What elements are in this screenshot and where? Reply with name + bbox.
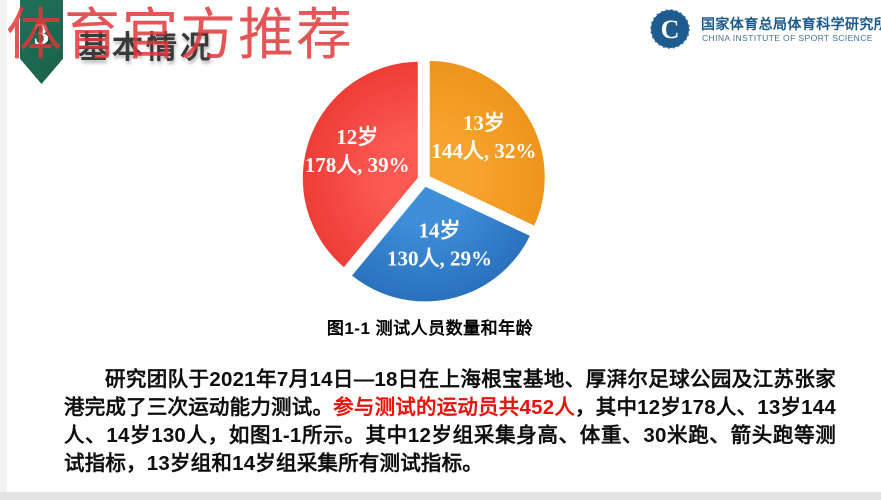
paragraph-text-start: 研究团队于2021年7月14日—18日在上海根宝基地、厚湃尔足球公园及江苏张家港… [64, 368, 836, 419]
section-number: 3 [33, 16, 50, 51]
paragraph-text-end: ，其中12岁178人、13岁144人、14岁130人，如图1-1所示。其中12岁… [64, 396, 836, 475]
bottom-edge-strip [0, 492, 881, 500]
body-paragraph: 研究团队于2021年7月14日—18日在上海根宝基地、厚湃尔足球公园及江苏张家港… [64, 366, 836, 478]
pie-slice-label: 178人, 39% [305, 153, 410, 177]
pie-chart: 13岁 144人, 32% 14岁 130人, 29% 12岁 178人, 39% [299, 57, 548, 305]
pie-slice-label: 144人, 32% [431, 139, 536, 163]
paragraph-highlight: 参与测试的运动员共452人 [333, 396, 576, 419]
pie-slice-label: 130人, 29% [387, 246, 492, 270]
pie-slice-2 [299, 58, 421, 271]
institute-logo-icon: C [650, 9, 690, 49]
figure-caption: 图1-1 测试人员数量和年龄 [326, 319, 534, 338]
page-title: 基本情况 [78, 30, 214, 65]
pie-slice-label: 12岁 [336, 125, 378, 149]
pie-slice-label: 14岁 [419, 218, 461, 242]
institute-name-en: CHINA INSTITUTE OF SPORT SCIENCE [702, 33, 873, 43]
svg-text:C: C [661, 15, 680, 44]
pie-slice-0 [426, 57, 548, 230]
pie-slice-1 [348, 183, 534, 305]
left-edge-strip [0, 0, 7, 500]
institute-logo: C 国家体育总局体育科学研究所 CHINA INSTITUTE OF SPORT… [650, 9, 881, 51]
section-number-badge: 3 [20, 0, 63, 84]
institute-name-cn: 国家体育总局体育科学研究所 [701, 16, 881, 32]
pie-slice-label: 13岁 [463, 111, 505, 135]
